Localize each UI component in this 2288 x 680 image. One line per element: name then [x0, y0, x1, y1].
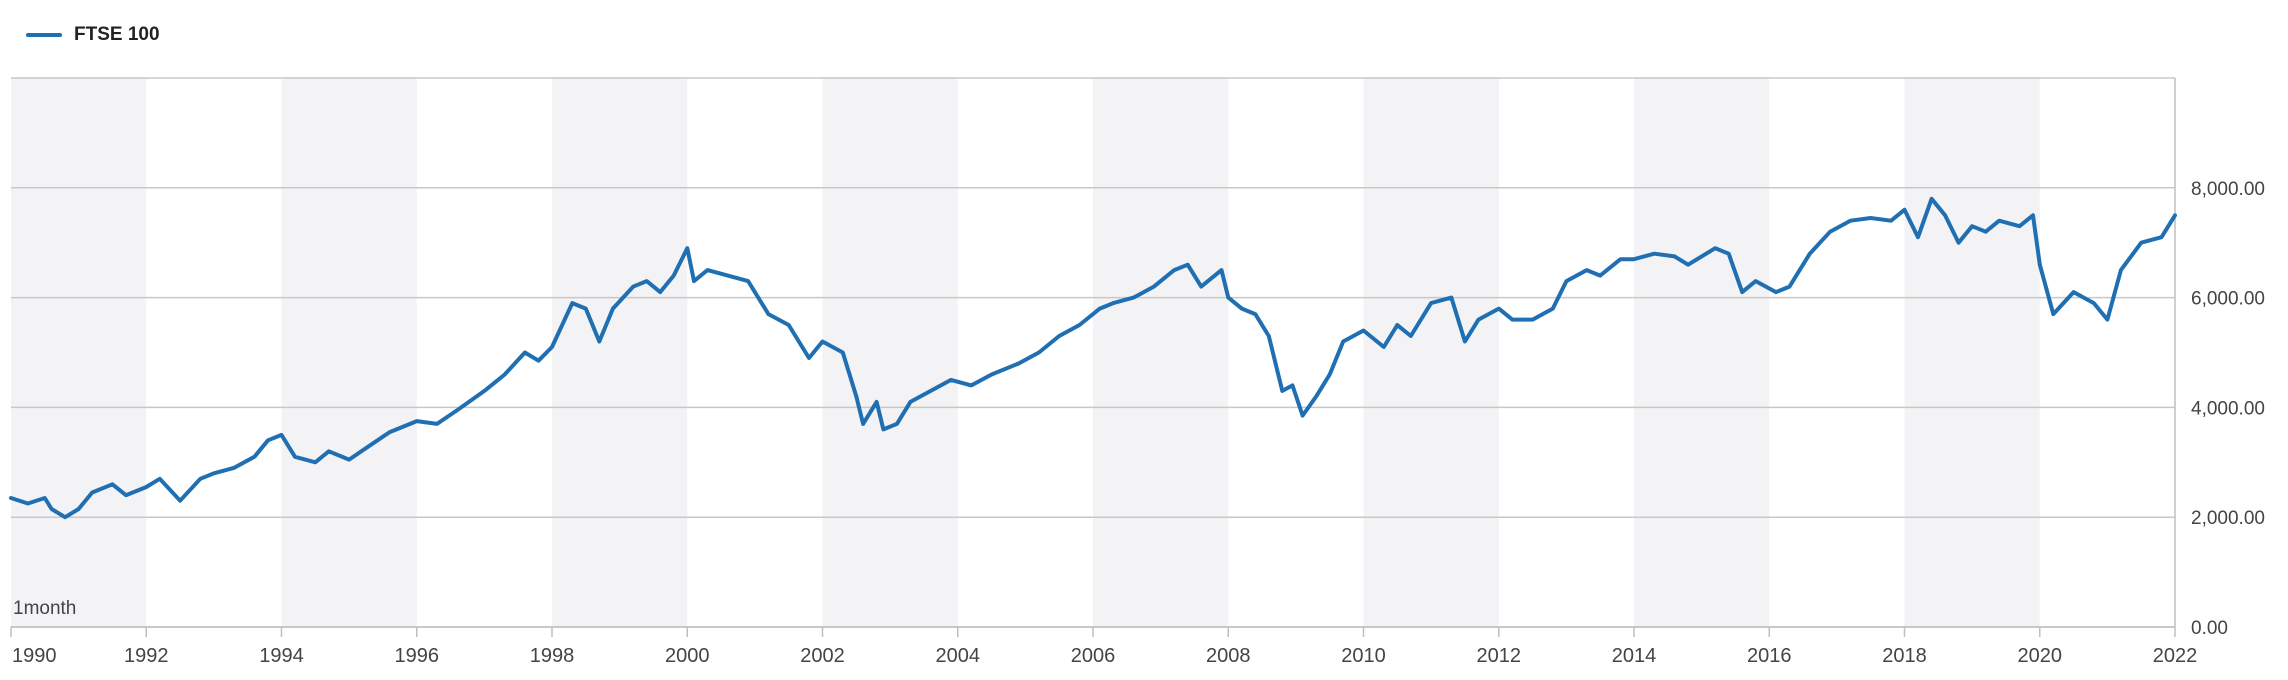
year-band-1994: [281, 78, 417, 627]
year-band-2002: [822, 78, 958, 627]
y-tick-label: 6,000.00: [2191, 289, 2265, 310]
axes: [10, 78, 2176, 637]
x-tick-label: 1994: [259, 645, 304, 667]
y-tick-label: 8,000.00: [2191, 179, 2265, 200]
interval-label: 1month: [13, 598, 76, 619]
x-tick-label: 2018: [1882, 645, 1927, 667]
x-tick-label: 2012: [1477, 645, 1522, 667]
year-band-1990: [11, 78, 147, 627]
series-layer: [9, 196, 2177, 520]
year-band-2010: [1363, 78, 1499, 627]
y-tick-label: 2,000.00: [2191, 508, 2265, 529]
year-band-1998: [552, 78, 688, 627]
legend-item-ftse-100[interactable]: FTSE 100: [26, 24, 160, 46]
x-tick-label: 2004: [936, 645, 981, 667]
x-tick-label: 1996: [395, 645, 440, 667]
legend-label: FTSE 100: [74, 24, 160, 45]
year-band-2006: [1093, 78, 1229, 627]
year-band-2014: [1634, 78, 1770, 627]
x-axis-labels: 1990 1992 1994 1996 1998 2000 2002 2004 2006 2008…: [12, 645, 2197, 667]
x-tick-label: 2008: [1206, 645, 1251, 667]
x-tick-label: 2016: [1747, 645, 1792, 667]
x-tick-label: 1990: [12, 645, 57, 667]
y-axis-labels: 0.00 2,000.00 4,000.00 6,000.00 8,000.00: [2191, 179, 2265, 639]
x-tick-label: 2010: [1341, 645, 1386, 667]
x-tick-label: 2020: [2018, 645, 2063, 667]
y-tick-label: 4,000.00: [2191, 398, 2265, 419]
series-line-ftse-100[interactable]: [9, 196, 2177, 520]
x-tick-label: 2022: [2153, 645, 2198, 667]
year-band-2018: [1904, 78, 2040, 627]
x-tick-label: 1998: [530, 645, 575, 667]
y-tick-label: 0.00: [2191, 618, 2228, 639]
legend-swatch: [26, 33, 62, 37]
x-tick-label: 2000: [665, 645, 710, 667]
x-tick-label: 1992: [124, 645, 169, 667]
x-tick-label: 2002: [800, 645, 845, 667]
x-tick-label: 2006: [1071, 645, 1116, 667]
x-tick-label: 2014: [1612, 645, 1657, 667]
year-bands: [11, 78, 2040, 627]
